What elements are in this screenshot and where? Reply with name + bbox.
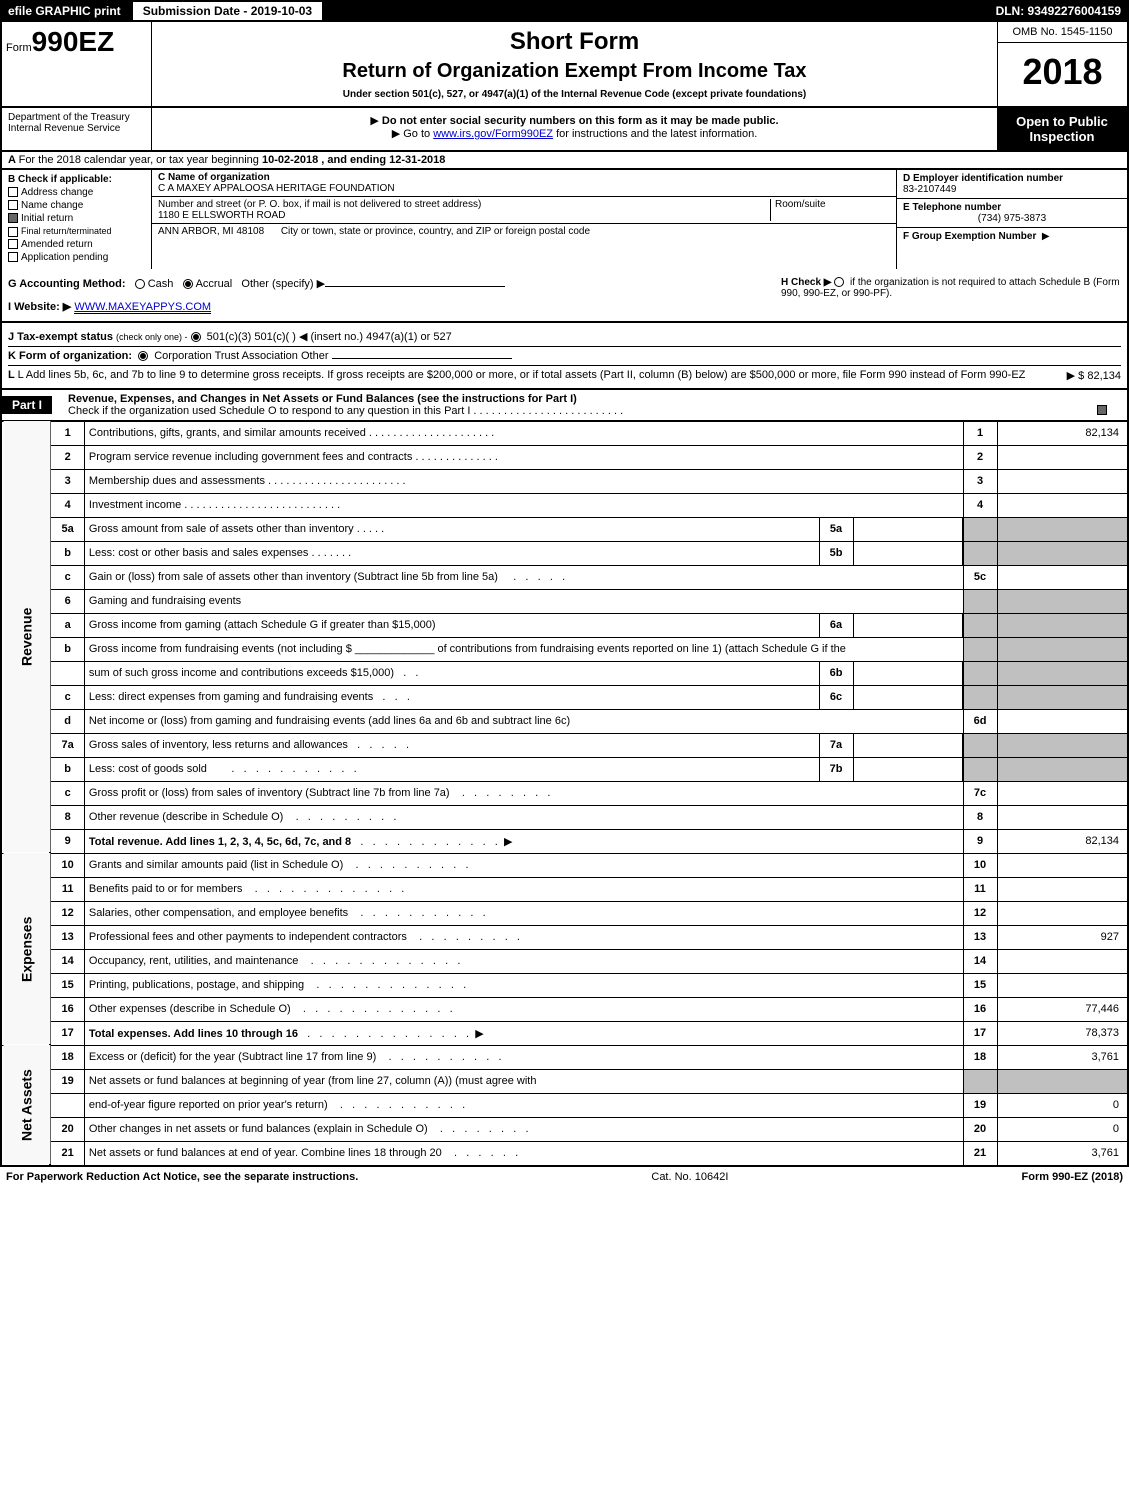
ein-value: 83-2107449	[903, 184, 1121, 195]
dln: DLN: 93492276004159	[996, 4, 1129, 18]
check-name-change[interactable]: Name change	[8, 200, 145, 211]
check-initial-return[interactable]: Initial return	[8, 213, 145, 224]
netassets-side-label: Net Assets	[2, 1045, 50, 1165]
form-header: Form990EZ Short Form Return of Organizat…	[0, 22, 1129, 108]
check-address-change[interactable]: Address change	[8, 187, 145, 198]
form-id-cell: Form990EZ	[2, 22, 152, 106]
row-rnum: 1	[963, 421, 997, 445]
org-city: ANN ARBOR, MI 48108	[158, 226, 264, 237]
room-label: Room/suite	[775, 199, 890, 210]
submission-date: Submission Date - 2019-10-03	[133, 2, 322, 20]
row-value: 82,134	[997, 421, 1127, 445]
irs-link[interactable]: www.irs.gov/Form990EZ	[433, 128, 553, 140]
phone-label: E Telephone number	[903, 202, 1121, 213]
footer-mid: Cat. No. 10642I	[651, 1171, 728, 1183]
org-name-block: C Name of organization C A MAXEY APPALOO…	[152, 170, 896, 197]
notice-1: ▶ Do not enter social security numbers o…	[158, 114, 991, 127]
notice-2: ▶ Go to www.irs.gov/Form990EZ for instru…	[158, 127, 991, 140]
open-to-public: Open to Public Inspection	[997, 108, 1127, 150]
check-amended-return[interactable]: Amended return	[8, 239, 145, 250]
jkl-block: J Tax-exempt status (check only one) - 5…	[0, 323, 1129, 390]
right-header: OMB No. 1545-1150 2018	[997, 22, 1127, 106]
website-label: I Website: ▶	[8, 301, 71, 313]
notices-cell: ▶ Do not enter social security numbers o…	[152, 108, 997, 150]
other-specify-input[interactable]	[325, 286, 505, 287]
short-form-title: Short Form	[158, 28, 991, 56]
return-title: Return of Organization Exempt From Incom…	[158, 60, 991, 83]
radio-corporation[interactable]	[138, 351, 148, 361]
line-k: K Form of organization: Corporation Trus…	[8, 346, 1121, 362]
gross-receipts: ▶ $ 82,134	[1067, 369, 1121, 382]
radio-h-check[interactable]	[834, 277, 844, 287]
org-city-block: ANN ARBOR, MI 48108 City or town, state …	[152, 224, 896, 239]
part1-label: Part I	[2, 396, 52, 414]
addr-label: Number and street (or P. O. box, if mail…	[158, 199, 770, 210]
phone-block: E Telephone number (734) 975-3873	[897, 199, 1127, 228]
main-table: Revenue 1 Contributions, gifts, grants, …	[0, 420, 1129, 1168]
line-l: L L Add lines 5b, 6c, and 7b to line 9 t…	[8, 365, 1121, 381]
check-schedule-o[interactable]	[1097, 405, 1107, 415]
bcdef-grid: B Check if applicable: Address change Na…	[0, 170, 1129, 269]
footer-left: For Paperwork Reduction Act Notice, see …	[6, 1171, 358, 1183]
section-def: D Employer identification number 83-2107…	[897, 170, 1127, 269]
dept-text: Department of the Treasury Internal Reve…	[8, 112, 130, 134]
part1-title: Revenue, Expenses, and Changes in Net As…	[60, 393, 1127, 405]
efile-label: efile GRAPHIC print	[0, 4, 129, 18]
row-num: 1	[50, 421, 84, 445]
part1-check-note: Check if the organization used Schedule …	[60, 405, 1127, 417]
ein-block: D Employer identification number 83-2107…	[897, 170, 1127, 199]
top-bar: efile GRAPHIC print Submission Date - 20…	[0, 0, 1129, 22]
org-addr-block: Number and street (or P. O. box, if mail…	[152, 197, 896, 224]
ein-label: D Employer identification number	[903, 173, 1121, 184]
group-block: F Group Exemption Number ▶	[897, 228, 1127, 245]
tax-year: 2018	[998, 43, 1127, 101]
omb-number: OMB No. 1545-1150	[998, 22, 1127, 43]
group-label: F Group Exemption Number	[903, 231, 1036, 242]
b-title: B Check if applicable:	[8, 174, 145, 185]
radio-501c3[interactable]	[191, 332, 201, 342]
other-org-input[interactable]	[332, 358, 512, 359]
section-c: C Name of organization C A MAXEY APPALOO…	[152, 170, 897, 269]
form-number: 990EZ	[32, 26, 115, 57]
gh-row: G Accounting Method: Cash Accrual Other …	[0, 269, 1129, 323]
phone-value: (734) 975-3873	[903, 213, 1121, 224]
radio-accrual[interactable]	[183, 279, 193, 289]
revenue-side-label: Revenue	[2, 421, 50, 853]
check-application-pending[interactable]: Application pending	[8, 252, 145, 263]
website-link[interactable]: WWW.MAXEYAPPYS.COM	[74, 301, 211, 314]
dept-row: Department of the Treasury Internal Reve…	[0, 108, 1129, 152]
expenses-side-label: Expenses	[2, 853, 50, 1045]
dept-cell: Department of the Treasury Internal Reve…	[2, 108, 152, 150]
radio-cash[interactable]	[135, 279, 145, 289]
row-desc: Contributions, gifts, grants, and simila…	[84, 421, 963, 445]
title-cell: Short Form Return of Organization Exempt…	[152, 22, 997, 106]
c-name-label: C Name of organization	[158, 172, 890, 183]
form-prefix: Form	[6, 42, 32, 54]
under-section: Under section 501(c), 527, or 4947(a)(1)…	[158, 89, 991, 100]
check-final-return[interactable]: Final return/terminated	[8, 226, 145, 237]
org-address: 1180 E ELLSWORTH ROAD	[158, 210, 770, 221]
line-a: A For the 2018 calendar year, or tax yea…	[0, 152, 1129, 170]
org-name: C A MAXEY APPALOOSA HERITAGE FOUNDATION	[158, 183, 890, 194]
line-j: J Tax-exempt status (check only one) - 5…	[8, 330, 1121, 343]
footer: For Paperwork Reduction Act Notice, see …	[0, 1167, 1129, 1187]
section-b: B Check if applicable: Address change Na…	[2, 170, 152, 269]
section-h: H Check ▶ if the organization is not req…	[781, 277, 1121, 313]
section-g: G Accounting Method: Cash Accrual Other …	[8, 277, 781, 313]
part1-header-row: Part I Revenue, Expenses, and Changes in…	[0, 390, 1129, 420]
footer-right: Form 990-EZ (2018)	[1022, 1171, 1123, 1183]
city-label: City or town, state or province, country…	[281, 226, 590, 237]
